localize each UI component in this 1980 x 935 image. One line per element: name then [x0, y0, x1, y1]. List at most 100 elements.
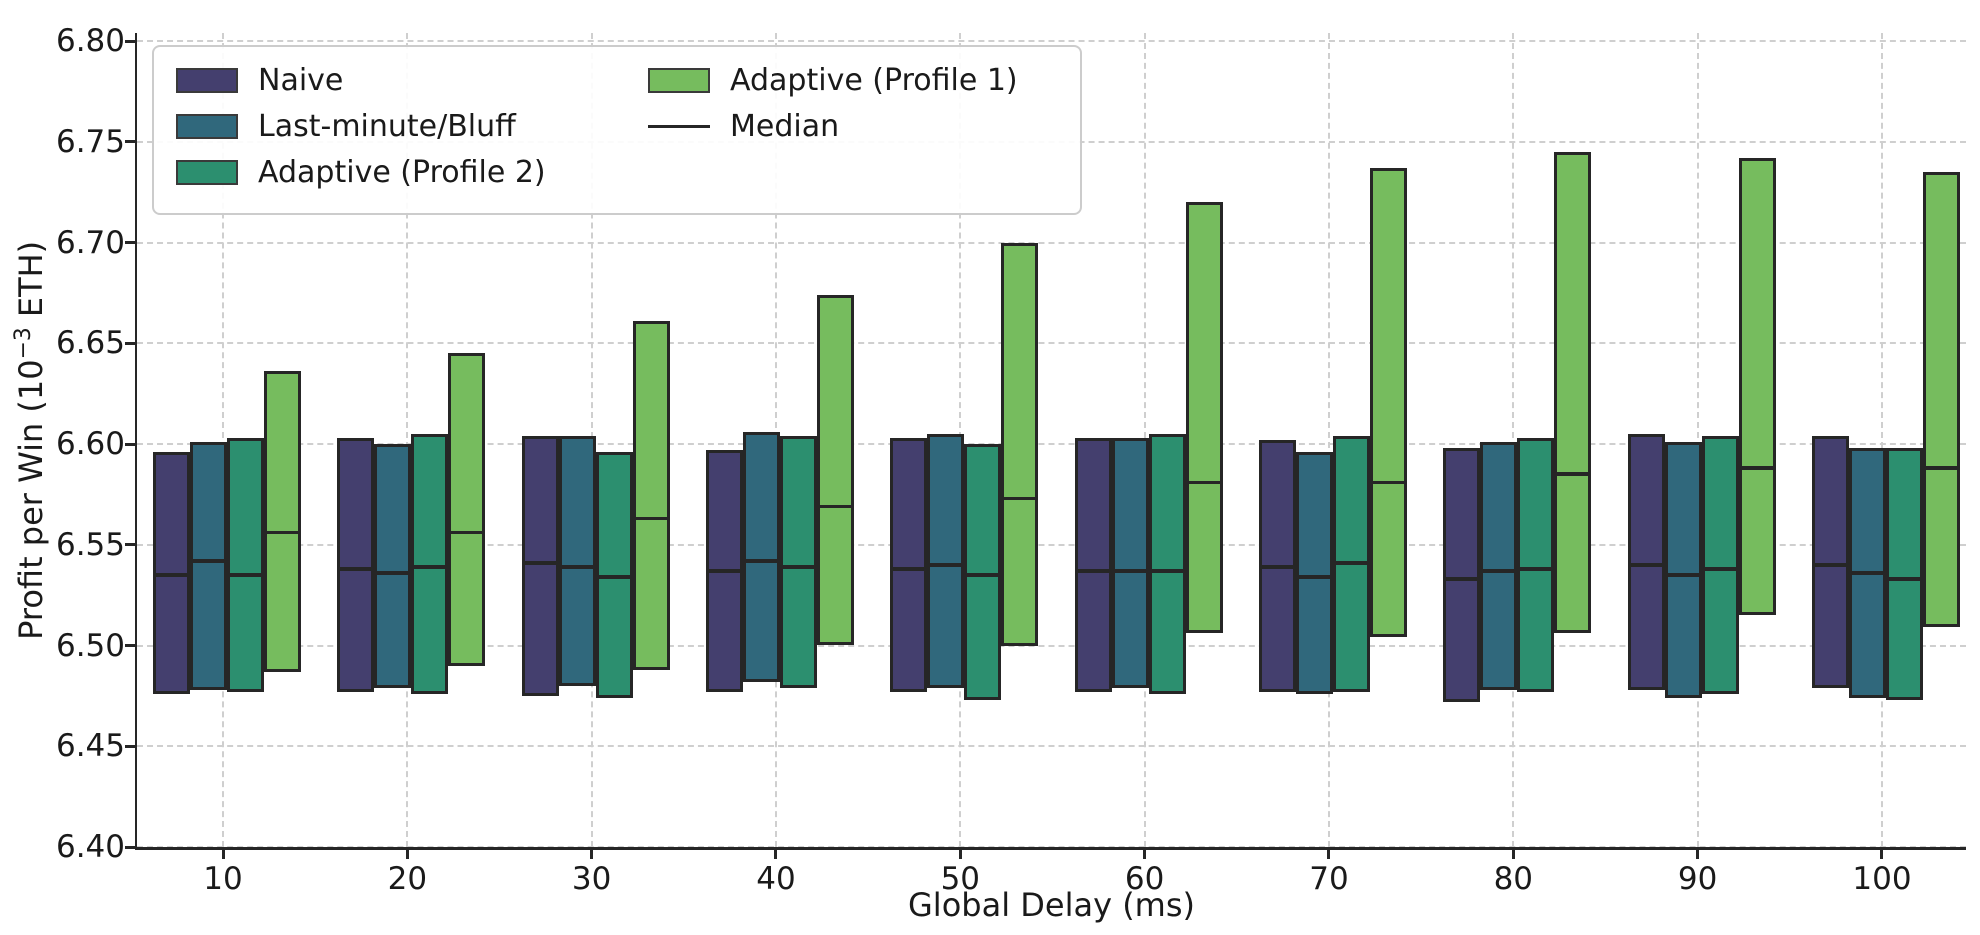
y-tick-label: 6.80	[55, 23, 125, 59]
y-tick-label: 6.65	[55, 325, 125, 362]
legend-spacer	[648, 149, 1080, 195]
x-axis-title: Global Delay (ms)	[908, 886, 1195, 924]
legend-label: Last-minute/Bluff	[258, 108, 516, 144]
x-tick-label: 50	[940, 861, 981, 897]
median-line	[1148, 569, 1186, 573]
x-tick-label: 90	[1677, 861, 1718, 897]
median-line	[1664, 573, 1702, 577]
y-tick-mark	[125, 241, 137, 244]
legend-item-last-minute-bluff: Last-minute/Bluff	[176, 103, 648, 149]
median-line	[558, 565, 596, 569]
y-tick-label: 6.45	[55, 728, 125, 765]
adaptive-profile-2-swatch-icon	[176, 159, 238, 185]
range-bar-last-minute-bluff	[190, 441, 227, 690]
x-gridline	[406, 33, 409, 847]
x-tick-mark	[221, 847, 225, 859]
x-tick-mark	[1143, 847, 1147, 859]
naive-swatch-icon	[176, 67, 238, 93]
legend-item-adaptive-profile-2: Adaptive (Profile 2)	[176, 149, 648, 195]
y-gridline	[137, 745, 1966, 748]
range-bar-adaptive-profile-1-	[1001, 242, 1039, 646]
median-line	[816, 504, 854, 509]
range-bar-naive	[890, 437, 928, 692]
x-tick-label: 40	[756, 861, 796, 897]
x-tick-mark	[774, 847, 778, 859]
y-tick-label: 6.40	[55, 829, 125, 865]
legend-label: Naive	[258, 62, 344, 98]
median-line	[1185, 480, 1223, 485]
legend-item-adaptive-profile-1: Adaptive (Profile 1)	[648, 57, 1080, 103]
x-tick-mark	[1511, 847, 1515, 859]
median-line	[1922, 466, 1960, 470]
median-line	[1885, 577, 1923, 581]
median-line	[964, 573, 1002, 577]
last-minute-bluff-swatch-icon	[176, 113, 238, 139]
median-line	[190, 559, 227, 563]
median-line	[264, 530, 301, 535]
range-bar-naive	[1811, 435, 1849, 688]
range-bar-last-minute-bluff	[742, 431, 780, 682]
range-bar-adaptive-profile-2-	[411, 433, 449, 694]
y-tick-label: 6.55	[55, 526, 125, 563]
median-line	[632, 516, 670, 521]
y-tick-mark	[125, 744, 137, 748]
range-bar-adaptive-profile-1-	[448, 353, 486, 666]
y-tick-mark	[125, 644, 137, 647]
legend-label: Median	[730, 108, 840, 144]
median-line	[927, 563, 965, 567]
median-line	[1369, 480, 1407, 485]
x-gridline	[1512, 33, 1515, 847]
median-line	[742, 559, 780, 563]
y-tick-mark	[125, 341, 137, 345]
range-bar-adaptive-profile-1-	[1554, 151, 1592, 634]
x-gridline	[1327, 33, 1330, 847]
median-line	[1811, 563, 1849, 567]
y-tick-mark	[125, 845, 137, 849]
bottom-spine	[134, 847, 1966, 850]
median-line	[1332, 561, 1370, 565]
range-bar-last-minute-bluff	[1295, 452, 1333, 694]
adaptive-profile-1-swatch-icon	[648, 67, 710, 93]
range-bar-adaptive-profile-1-	[816, 294, 854, 646]
median-line	[1111, 569, 1149, 573]
legend-item-naive: Naive	[176, 57, 648, 103]
median-line	[1517, 567, 1555, 571]
median-line	[1258, 565, 1296, 569]
x-tick-mark	[590, 847, 594, 859]
y-gridline	[137, 443, 1966, 445]
median-line	[374, 571, 412, 575]
y-tick-label: 6.50	[55, 627, 125, 664]
median-line	[448, 530, 486, 535]
range-bar-adaptive-profile-2-	[595, 452, 633, 698]
y-tick-label: 6.75	[55, 123, 125, 160]
x-tick-mark	[1880, 847, 1884, 859]
median-line	[153, 573, 190, 577]
y-gridline	[137, 543, 1966, 546]
legend-column-2: Adaptive (Profile 1) Median	[648, 57, 1080, 195]
x-gridline	[222, 33, 224, 847]
median-line	[1443, 577, 1481, 581]
median-line	[411, 565, 449, 569]
y-tick-mark	[125, 140, 137, 144]
range-bar-naive	[1627, 433, 1665, 690]
y-tick-mark	[125, 543, 137, 547]
y-gridline	[137, 241, 1966, 244]
y-tick-mark	[125, 442, 137, 446]
median-line	[1001, 496, 1039, 501]
legend: Naive Last-minute/Bluff Adaptive (Profil…	[152, 45, 1082, 215]
range-bar-adaptive-profile-1-	[264, 371, 301, 672]
median-line	[227, 573, 264, 577]
x-tick-mark	[1696, 847, 1700, 859]
x-tick-label: 60	[1124, 861, 1165, 897]
range-bar-adaptive-profile-1-	[1738, 157, 1776, 616]
x-tick-label: 20	[387, 861, 428, 897]
y-gridline	[137, 40, 1966, 42]
range-bar-adaptive-profile-1-	[1369, 167, 1407, 638]
range-bar-adaptive-profile-2-	[227, 437, 264, 692]
range-bar-adaptive-profile-1-	[632, 321, 670, 670]
x-tick-label: 10	[203, 861, 243, 897]
x-tick-mark	[958, 847, 962, 859]
range-bar-adaptive-profile-2-	[1885, 448, 1923, 700]
range-bar-naive	[337, 437, 375, 692]
